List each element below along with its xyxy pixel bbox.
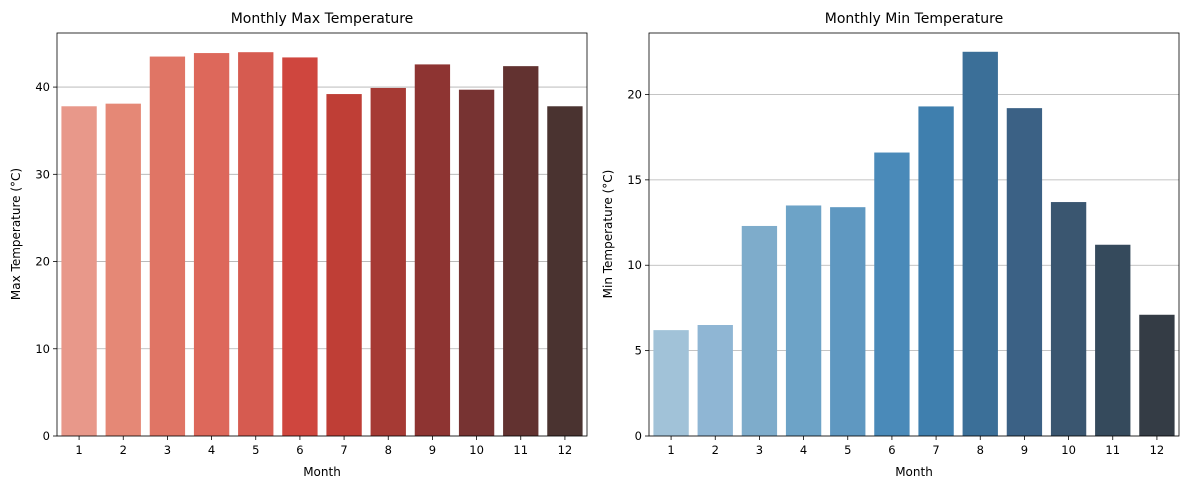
bar-month-8 (370, 87, 406, 437)
bar-month-4 (193, 53, 230, 436)
y-tick-label: 10 (627, 258, 642, 272)
bar-month-8 (962, 51, 998, 436)
x-tick-label: 2 (712, 443, 719, 457)
plot-frame (56, 32, 588, 437)
x-tick-label: 8 (977, 443, 984, 457)
y-tick-label: 20 (35, 255, 50, 269)
bar-month-10 (458, 89, 495, 437)
bar-month-10 (1050, 202, 1087, 436)
x-tick-label: 4 (208, 443, 215, 457)
y-tick-label: 0 (635, 429, 642, 443)
bar-month-7 (326, 94, 362, 436)
bar-month-3 (741, 225, 778, 436)
bar-month-7 (918, 106, 954, 436)
bar-month-12 (547, 106, 583, 436)
x-tick-label: 10 (1061, 443, 1076, 457)
x-tick-label: 5 (844, 443, 851, 457)
x-axis: 1 2 3 4 5 6 7 8 9 10 11 12 (75, 436, 572, 457)
chart-title: Monthly Max Temperature (231, 11, 414, 27)
x-tick-label: 4 (800, 443, 807, 457)
bar-month-9 (414, 64, 451, 437)
y-tick-label: 0 (43, 429, 50, 443)
x-tick-label: 7 (340, 443, 347, 457)
x-tick-label: 2 (120, 443, 127, 457)
x-tick-label: 6 (296, 443, 303, 457)
x-tick-label: 12 (558, 443, 573, 457)
y-axis: 0 10 20 30 40 (35, 80, 57, 443)
x-tick-label: 6 (888, 443, 895, 457)
bar-month-9 (1006, 108, 1043, 436)
x-tick-label: 1 (75, 443, 82, 457)
bar-month-12 (1139, 314, 1175, 436)
x-tick-label: 5 (252, 443, 259, 457)
x-tick-label: 11 (513, 443, 528, 457)
y-tick-label: 40 (35, 80, 50, 94)
bar-month-4 (785, 205, 822, 436)
x-tick-label: 11 (1105, 443, 1120, 457)
y-axis-label: Min Temperature (°C) (601, 170, 615, 299)
x-axis-label: Month (303, 465, 341, 479)
x-tick-label: 9 (429, 443, 436, 457)
bar-month-6 (282, 57, 318, 436)
x-tick-label: 1 (667, 443, 674, 457)
bar-month-5 (830, 207, 866, 436)
bar-month-1 (653, 330, 689, 436)
y-tick-label: 30 (35, 167, 50, 181)
bar-month-11 (1095, 244, 1131, 436)
bar-month-2 (105, 103, 141, 436)
bar-month-11 (503, 66, 539, 436)
y-tick-label: 20 (627, 87, 642, 101)
x-axis: 1 2 3 4 5 6 7 8 9 10 11 12 (667, 436, 1164, 457)
x-axis-label: Month (895, 465, 933, 479)
bar-month-6 (874, 152, 910, 436)
bars (61, 52, 583, 437)
y-axis-label: Max Temperature (°C) (9, 168, 23, 300)
y-tick-label: 5 (635, 344, 642, 358)
x-tick-label: 8 (385, 443, 392, 457)
x-tick-label: 3 (164, 443, 171, 457)
x-tick-label: 3 (756, 443, 763, 457)
chart-title: Monthly Min Temperature (825, 11, 1003, 27)
bar-month-5 (238, 52, 274, 436)
x-tick-label: 9 (1021, 443, 1028, 457)
y-tick-label: 15 (627, 173, 642, 187)
x-tick-label: 10 (469, 443, 484, 457)
x-tick-label: 7 (932, 443, 939, 457)
y-axis: 0 5 10 15 20 (627, 87, 649, 443)
y-tick-label: 10 (35, 342, 50, 356)
bars (653, 51, 1175, 436)
bar-month-3 (149, 56, 186, 437)
bar-month-2 (697, 325, 733, 436)
plot-frame (648, 32, 1180, 437)
bar-month-1 (61, 106, 97, 436)
x-tick-label: 12 (1150, 443, 1165, 457)
